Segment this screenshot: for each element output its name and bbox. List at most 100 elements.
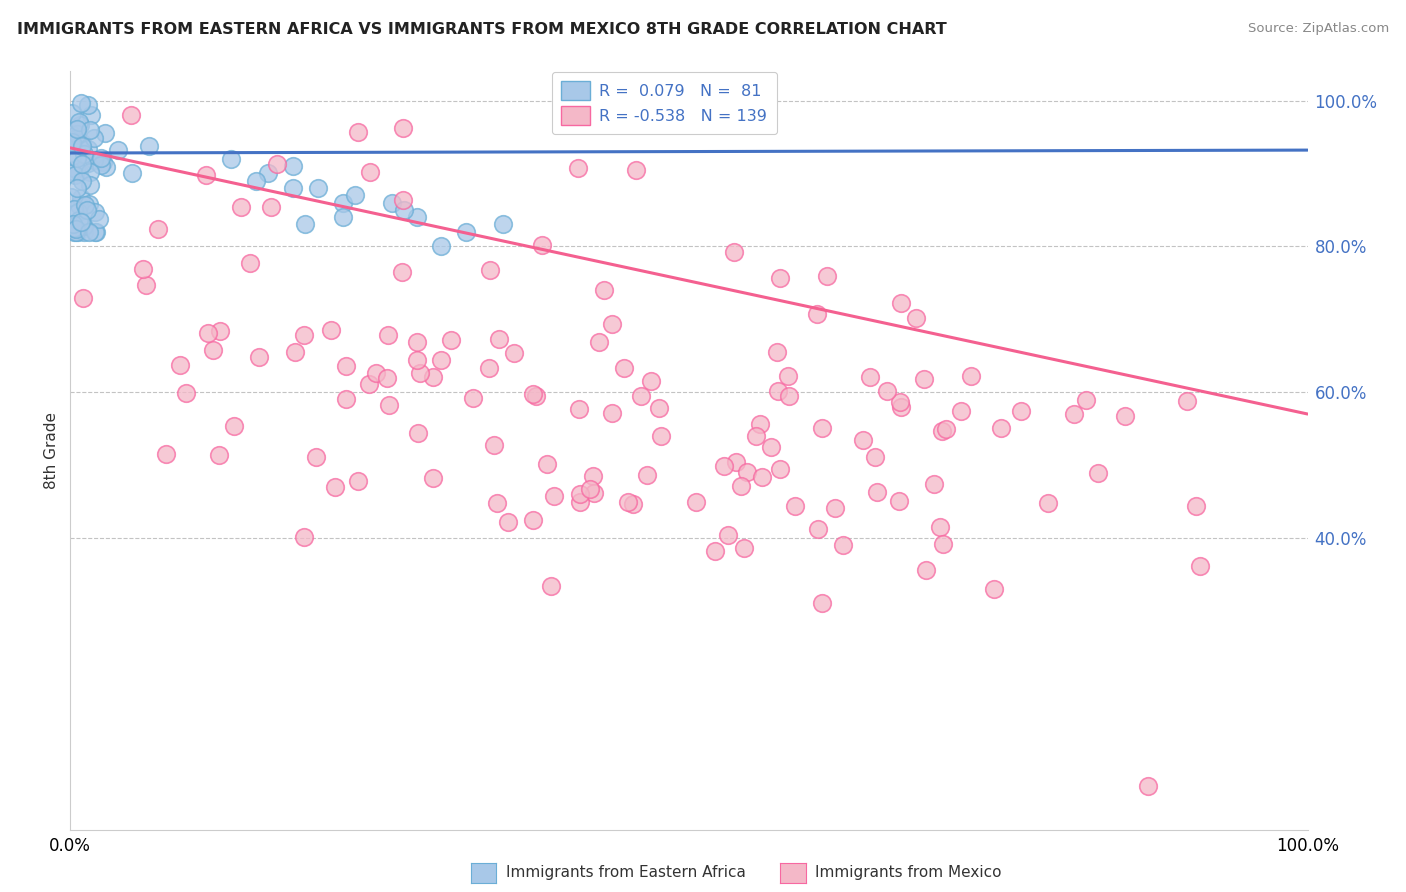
Point [321,323,343,337]
Point [983,582,1005,597]
Point [62,132,84,146]
Point [257,166,280,180]
Point [811,421,834,435]
Point [865,484,887,499]
Point [357,377,380,392]
Point [540,579,562,593]
Point [567,161,589,176]
Point [347,474,370,488]
Point [66,204,89,219]
Point [79,123,101,137]
Point [90,158,112,172]
Point [70,174,93,188]
Point [84,205,107,219]
Point [70,136,93,150]
Point [543,489,565,503]
Point [94,126,117,140]
Point [392,193,415,207]
Point [1114,409,1136,424]
Point [135,278,157,293]
Point [1087,467,1109,481]
Point [83,153,105,168]
Point [323,480,346,494]
Text: Source: ZipAtlas.com: Source: ZipAtlas.com [1249,22,1389,36]
Point [593,283,616,297]
Legend: R =  0.079   N =  81, R = -0.538   N = 139: R = 0.079 N = 81, R = -0.538 N = 139 [551,71,778,134]
Point [392,121,415,136]
Point [932,537,955,551]
Point [87,211,110,226]
Point [80,108,103,122]
Point [405,210,427,224]
Point [224,419,246,434]
Point [391,264,413,278]
Point [79,178,101,193]
Point [63,202,86,216]
Point [582,486,605,500]
Point [502,346,524,360]
Point [950,404,973,418]
Point [600,406,623,420]
Point [887,494,910,508]
Point [335,392,357,406]
Point [1038,496,1060,510]
Point [724,455,747,469]
Point [63,225,86,239]
Text: IMMIGRANTS FROM EASTERN AFRICA VS IMMIGRANTS FROM MEXICO 8TH GRADE CORRELATION C: IMMIGRANTS FROM EASTERN AFRICA VS IMMIGR… [17,22,946,37]
Point [768,271,790,285]
Point [430,239,453,253]
Point [405,353,427,368]
Point [733,541,755,555]
Point [65,169,87,183]
Point [904,311,927,326]
Point [219,152,242,166]
Point [1136,779,1159,793]
Point [1175,394,1198,409]
Point [713,458,735,473]
Point [863,450,886,464]
Point [247,351,270,365]
Point [831,538,853,552]
Point [578,482,600,496]
Point [617,495,640,509]
Point [245,174,267,188]
Point [229,200,252,214]
Point [94,160,117,174]
Point [568,495,591,509]
Point [63,220,86,235]
Point [332,210,354,224]
Point [730,479,752,493]
Point [84,225,107,239]
Point [65,221,87,235]
Point [59,164,82,178]
Point [60,137,83,152]
Point [650,429,672,443]
Point [759,440,782,454]
Point [208,448,231,462]
Point [83,130,105,145]
Point [67,198,90,212]
Point [915,563,938,577]
Point [859,370,882,384]
Point [77,225,100,239]
Point [496,515,519,529]
Point [1189,559,1212,574]
Point [806,307,828,321]
Point [73,225,96,239]
Point [640,375,662,389]
Point [76,202,98,217]
Point [600,318,623,332]
Point [59,137,82,152]
Point [1010,404,1032,418]
Point [406,334,429,349]
Point [138,138,160,153]
Point [66,127,89,141]
Point [73,219,96,233]
Point [531,237,554,252]
Point [685,495,707,509]
Point [381,195,404,210]
Point [73,197,96,211]
Point [522,513,544,527]
Point [59,137,82,152]
Point [751,470,773,484]
